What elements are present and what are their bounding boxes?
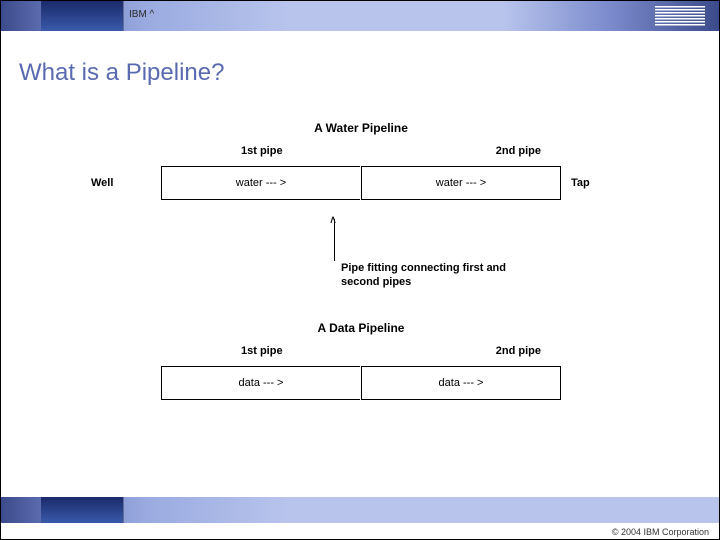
water-pipe1: water --- > bbox=[161, 166, 360, 200]
header-divider bbox=[123, 1, 124, 31]
header-band: IBM ^ bbox=[1, 1, 719, 31]
water-pipe2-text: water --- > bbox=[436, 177, 486, 189]
water-pipe2-label: 2nd pipe bbox=[496, 145, 541, 157]
footer-accent-block bbox=[41, 497, 123, 523]
data-pipe2-text: data --- > bbox=[439, 377, 484, 389]
water-pipe1-text: water --- > bbox=[236, 177, 286, 189]
water-pipe1-label: 1st pipe bbox=[241, 145, 283, 157]
data-pipe2: data --- > bbox=[362, 366, 561, 400]
header-tag: IBM ^ bbox=[129, 9, 154, 20]
data-pipe-labels: 1st pipe 2nd pipe bbox=[91, 345, 631, 357]
water-pipe2: water --- > bbox=[362, 166, 561, 200]
slide-title: What is a Pipeline? bbox=[19, 59, 224, 87]
copyright-text: © 2004 IBM Corporation bbox=[612, 527, 709, 537]
data-pipe-container: data --- > data --- > bbox=[161, 366, 561, 400]
diagram-area: A Water Pipeline 1st pipe 2nd pipe Well … bbox=[91, 121, 631, 203]
water-pipe-labels: 1st pipe 2nd pipe bbox=[91, 145, 631, 157]
footer-divider bbox=[123, 497, 124, 523]
data-pipe1-label: 1st pipe bbox=[241, 345, 283, 357]
water-left-label: Well bbox=[91, 177, 161, 189]
data-pipe1-text: data --- > bbox=[239, 377, 284, 389]
data-pipe2-label: 2nd pipe bbox=[496, 345, 541, 357]
data-diagram-title: A Data Pipeline bbox=[91, 321, 631, 335]
footer-band bbox=[1, 497, 719, 523]
water-pipe-row: Well water --- > water --- > Tap bbox=[91, 163, 631, 203]
data-diagram-area: A Data Pipeline 1st pipe 2nd pipe data -… bbox=[91, 321, 631, 403]
annotation-connector-line bbox=[334, 219, 335, 261]
water-pipe-container: water --- > water --- > bbox=[161, 166, 561, 200]
water-right-label: Tap bbox=[561, 177, 631, 189]
water-diagram-title: A Water Pipeline bbox=[91, 121, 631, 135]
data-pipe1: data --- > bbox=[161, 366, 360, 400]
data-pipe-row: data --- > data --- > bbox=[91, 363, 631, 403]
ibm-logo-icon bbox=[655, 6, 705, 26]
annotation-text: Pipe fitting connecting first and second… bbox=[341, 261, 521, 290]
header-accent-block bbox=[41, 1, 123, 31]
